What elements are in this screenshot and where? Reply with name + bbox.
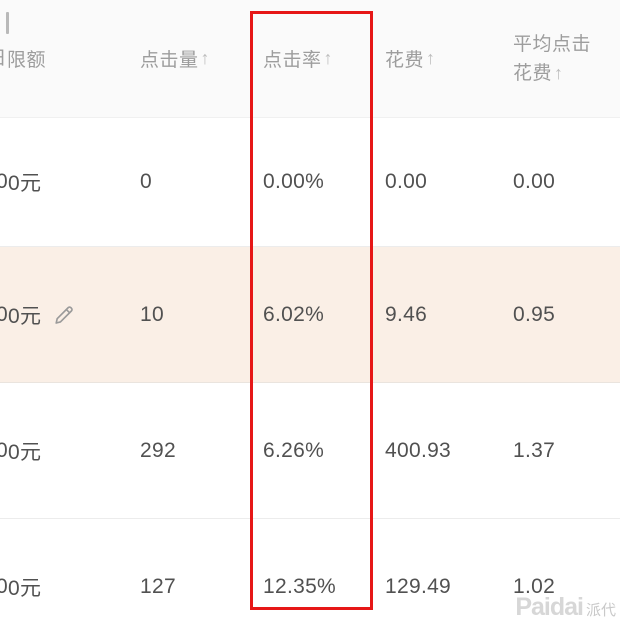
column-header-label-line1: 平均点击 (513, 33, 592, 55)
sort-asc-icon[interactable]: ↑ (200, 48, 211, 68)
cell-daily-limit: 0 0元 (0, 519, 41, 624)
column-header-label-line2: 花费 (513, 62, 553, 84)
clipped-char: 0 (0, 438, 8, 462)
cell-cost: 400.93 (385, 438, 452, 462)
cell-cost: 129.49 (385, 575, 452, 598)
cell-ctr: 0.00% (263, 170, 325, 193)
table-row[interactable]: 0 0元 127 12.35% 129.49 1.02 (0, 519, 620, 624)
cell-daily-limit: 0 0元 (0, 247, 77, 382)
table-row[interactable]: 0 0元 292 6.26% 400.93 1.37 (0, 383, 620, 519)
cell-clicks: 292 (140, 438, 176, 462)
clipped-char: 0 (0, 170, 8, 193)
daily-limit-value: 0元 (8, 577, 42, 600)
cell-avg-click-cost: 0.95 (513, 302, 556, 326)
daily-limit-value: 0元 (8, 440, 42, 464)
cell-avg-click-cost: 1.37 (513, 438, 556, 462)
cell-ctr: 6.26% (263, 438, 325, 462)
clipped-char: 0 (0, 575, 8, 598)
edit-pencil-icon[interactable] (51, 302, 77, 328)
table-row-highlighted[interactable]: 0 0元 10 6.02% 9.46 0.95 (0, 247, 620, 383)
clipped-glyph-fragment (6, 12, 9, 34)
cell-ctr: 6.02% (263, 302, 325, 326)
column-header-label: 花费 (385, 50, 425, 71)
cell-clicks: 127 (140, 575, 176, 598)
sort-asc-icon[interactable]: ↑ (426, 48, 436, 68)
sort-asc-icon[interactable]: ↑ (554, 62, 564, 83)
sort-asc-icon[interactable]: ↑ (323, 48, 334, 68)
daily-limit-value: 0元 (8, 304, 42, 328)
column-header-avg-click-cost[interactable]: 平均点击 花费 ↑ (513, 0, 591, 117)
cell-clicks: 10 (140, 302, 164, 326)
cell-avg-click-cost: 0.00 (513, 170, 556, 193)
daily-limit-value: 0元 (8, 172, 42, 195)
column-header-clicks[interactable]: 点击量 ↑ (140, 0, 210, 117)
column-header-daily-limit: 日限额 (0, 0, 46, 117)
cell-ctr: 12.35% (263, 575, 337, 598)
cell-cost: 0.00 (385, 170, 428, 193)
column-header-cost[interactable]: 花费 ↑ (385, 0, 436, 117)
cell-daily-limit: 0 0元 (0, 383, 41, 518)
column-header-label: 点击率 (263, 50, 322, 71)
cell-cost: 9.46 (385, 302, 428, 326)
cell-clicks: 0 (140, 170, 152, 193)
column-header-label: 限额 (7, 50, 47, 71)
column-header-ctr[interactable]: 点击率 ↑ (263, 0, 333, 117)
clipped-char: 0 (0, 302, 8, 326)
cell-avg-click-cost: 1.02 (513, 575, 556, 598)
clipped-char: 日 (0, 46, 7, 72)
cell-daily-limit: 0 0元 (0, 118, 41, 246)
column-header-label: 点击量 (140, 50, 199, 71)
table-header-row: 日限额 点击量 ↑ 点击率 ↑ 花费 ↑ 平均点击 花费 ↑ (0, 0, 620, 118)
table-row[interactable]: 0 0元 0 0.00% 0.00 0.00 (0, 118, 620, 247)
